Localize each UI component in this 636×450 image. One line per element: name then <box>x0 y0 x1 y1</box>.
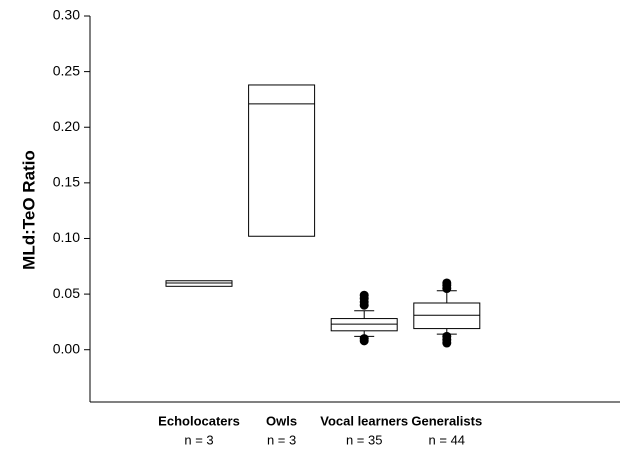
sample-size: n = 44 <box>429 432 466 447</box>
x-tick-label: Generalists <box>411 413 482 428</box>
y-axis-title: MLd:TeO Ratio <box>19 150 38 270</box>
y-tick-label: 0.25 <box>53 62 80 78</box>
box <box>248 84 316 237</box>
x-tick-label: Vocal learners <box>320 413 408 428</box>
sample-size: n = 3 <box>184 432 213 447</box>
box <box>165 280 233 287</box>
box <box>413 302 481 330</box>
x-tick-label: Echolocaters <box>158 413 240 428</box>
y-tick-label: 0.10 <box>53 229 80 245</box>
y-tick-label: 0.05 <box>53 285 80 301</box>
outlier <box>359 290 369 300</box>
outlier <box>442 278 452 288</box>
box <box>330 318 398 332</box>
sample-size: n = 3 <box>267 432 296 447</box>
y-tick-label: 0.30 <box>53 7 80 23</box>
outlier <box>442 331 452 341</box>
outlier <box>359 334 369 344</box>
y-tick-label: 0.15 <box>53 174 80 190</box>
sample-size: n = 35 <box>346 432 383 447</box>
y-tick-label: 0.00 <box>53 340 80 356</box>
y-tick-label: 0.20 <box>53 118 80 134</box>
x-tick-label: Owls <box>266 413 297 428</box>
